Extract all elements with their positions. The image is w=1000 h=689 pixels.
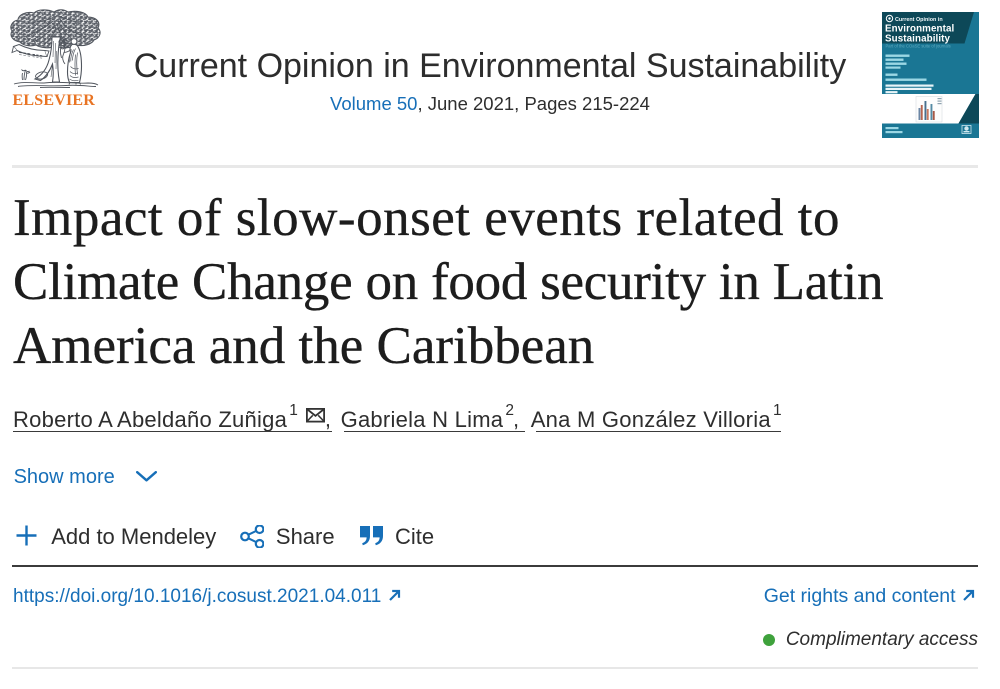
svg-text:ELSEVIER: ELSEVIER [13,92,96,109]
svg-text:Sustainability: Sustainability [885,34,951,45]
svg-text:Current Opinion in: Current Opinion in [895,17,943,23]
svg-text:Environmental: Environmental [885,24,955,35]
svg-text:Part of the COaSE suite of jou: Part of the COaSE suite of journals [886,43,951,48]
